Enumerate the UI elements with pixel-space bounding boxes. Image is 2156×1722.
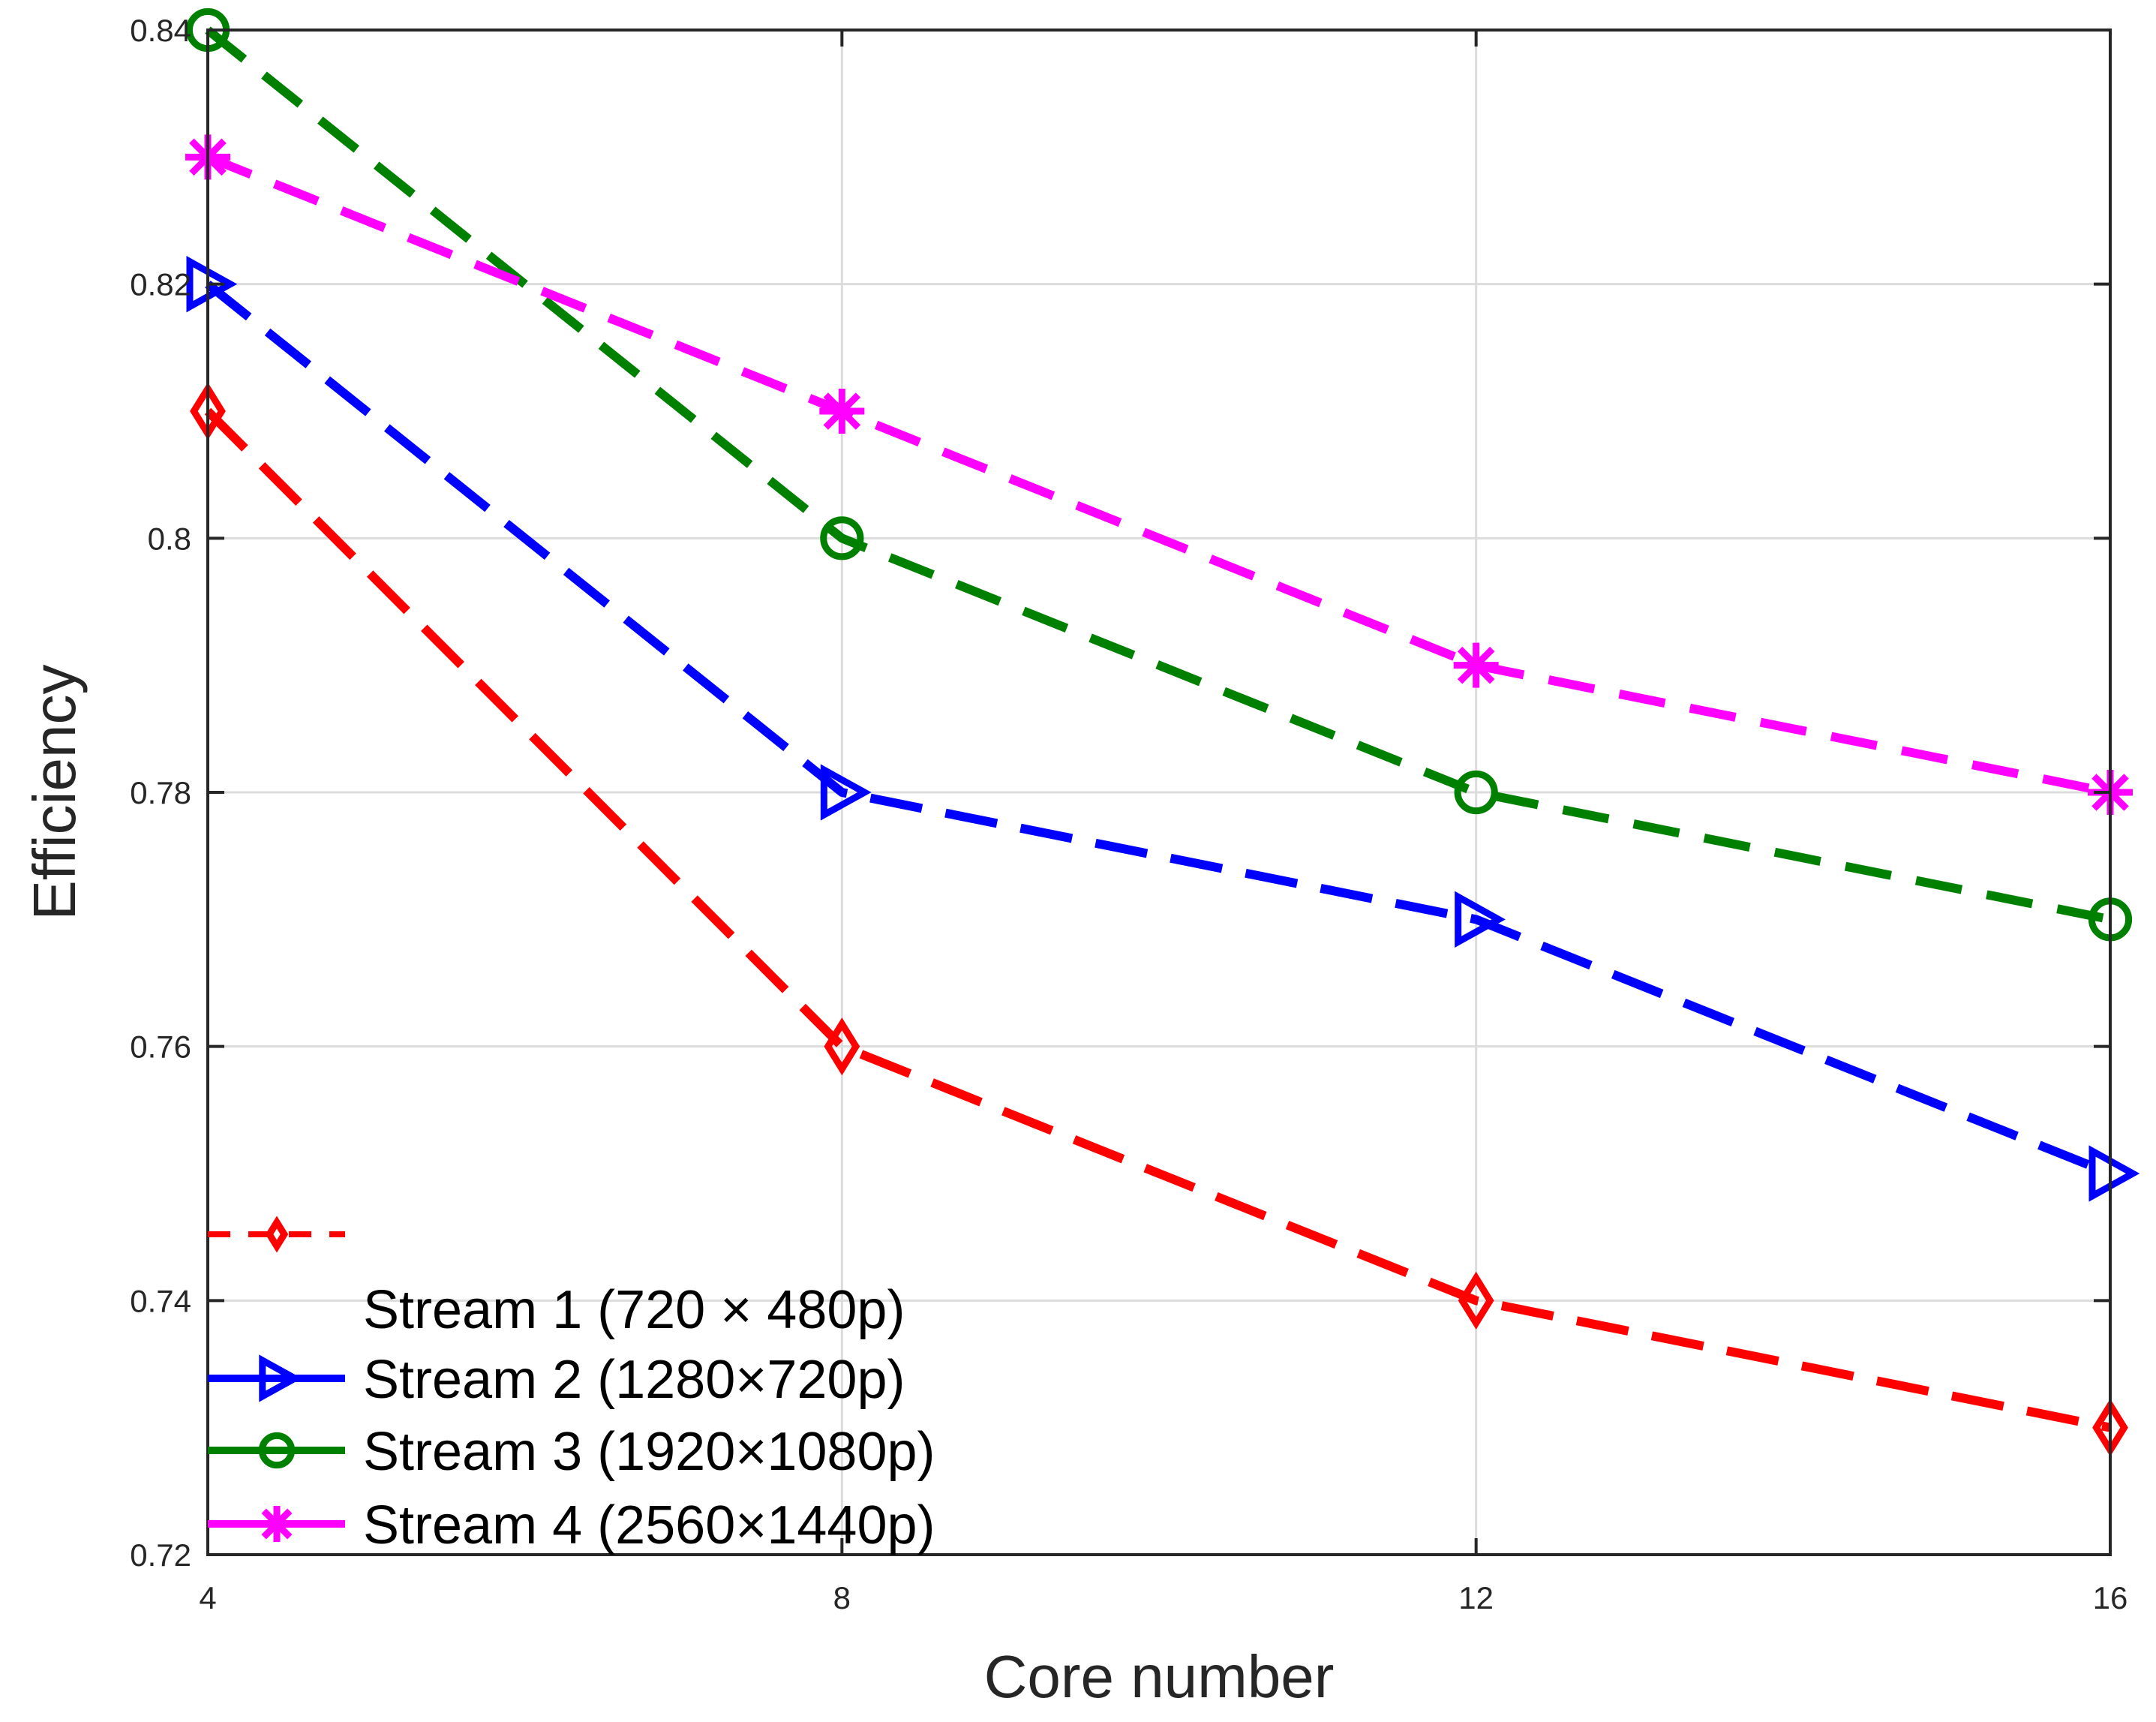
series-line: [204, 407, 2112, 1432]
series-line: [205, 26, 2112, 924]
axis-ticks: [206, 29, 2112, 1556]
y-tick-label: 0.8: [148, 521, 191, 556]
series-layer: [185, 8, 2140, 1457]
series-line: [205, 280, 2112, 1178]
legend-label: Stream 4 (2560×1440p): [363, 1495, 935, 1555]
legend-label: Stream 3 (1920×1080p): [363, 1422, 935, 1482]
x-tick-label: 16: [2093, 1580, 2128, 1615]
marker-triangle: [820, 764, 872, 821]
y-tick-label: 0.82: [130, 267, 191, 302]
marker-triangle: [1455, 891, 1506, 948]
marker-diamond: [1458, 1271, 1494, 1330]
legend-label: Stream 2 (1280×720p): [363, 1350, 905, 1410]
marker-triangle: [259, 1354, 302, 1402]
asterisk-stroke: [261, 1508, 293, 1540]
series-line: [206, 152, 2112, 797]
tick-labels: 4 8 12 16 0.72 0.74 0.76 0.78 0.8 0.82 0.84: [130, 13, 2127, 1615]
y-tick-label: 0.84: [130, 13, 191, 48]
marker-asterisk: [819, 389, 865, 434]
legend-entry-3: Stream 3 (1920×1080p): [208, 1422, 935, 1482]
legend-entry-2: Stream 2 (1280×720p): [208, 1350, 905, 1410]
legend-label: Stream 1 (720 × 480p): [363, 1280, 905, 1340]
legend-entry-4: Stream 4 (2560×1440p): [208, 1495, 935, 1555]
y-tick-label: 0.72: [130, 1537, 191, 1573]
marker-triangle: [186, 256, 238, 313]
marker-circle: [820, 516, 864, 560]
x-tick-label: 12: [1458, 1580, 1494, 1615]
marker-diamond: [265, 1216, 289, 1253]
marker-circle: [258, 1432, 296, 1469]
y-axis-title: Efficiency: [21, 665, 88, 921]
legend: Stream 1 (720 × 480p) Stream 2 (1280×720p…: [208, 1216, 935, 1555]
y-tick-label: 0.76: [130, 1029, 191, 1065]
marker-diamond: [824, 1017, 860, 1076]
x-tick-label: 8: [833, 1580, 851, 1615]
y-tick-label: 0.78: [130, 775, 191, 810]
x-axis-title: Core number: [984, 1643, 1335, 1710]
asterisk-stroke: [823, 392, 861, 430]
y-tick-label: 0.74: [130, 1283, 191, 1318]
series-2: [186, 256, 2140, 1202]
legend-entry-1: Stream 1 (720 × 480p): [208, 1216, 905, 1340]
marker-triangle: [2088, 1145, 2140, 1202]
marker-circle: [1454, 770, 1498, 815]
x-tick-label: 4: [199, 1580, 216, 1615]
marker-asterisk: [1453, 642, 1499, 688]
asterisk-stroke: [1457, 646, 1495, 684]
marker-asterisk: [259, 1506, 295, 1542]
